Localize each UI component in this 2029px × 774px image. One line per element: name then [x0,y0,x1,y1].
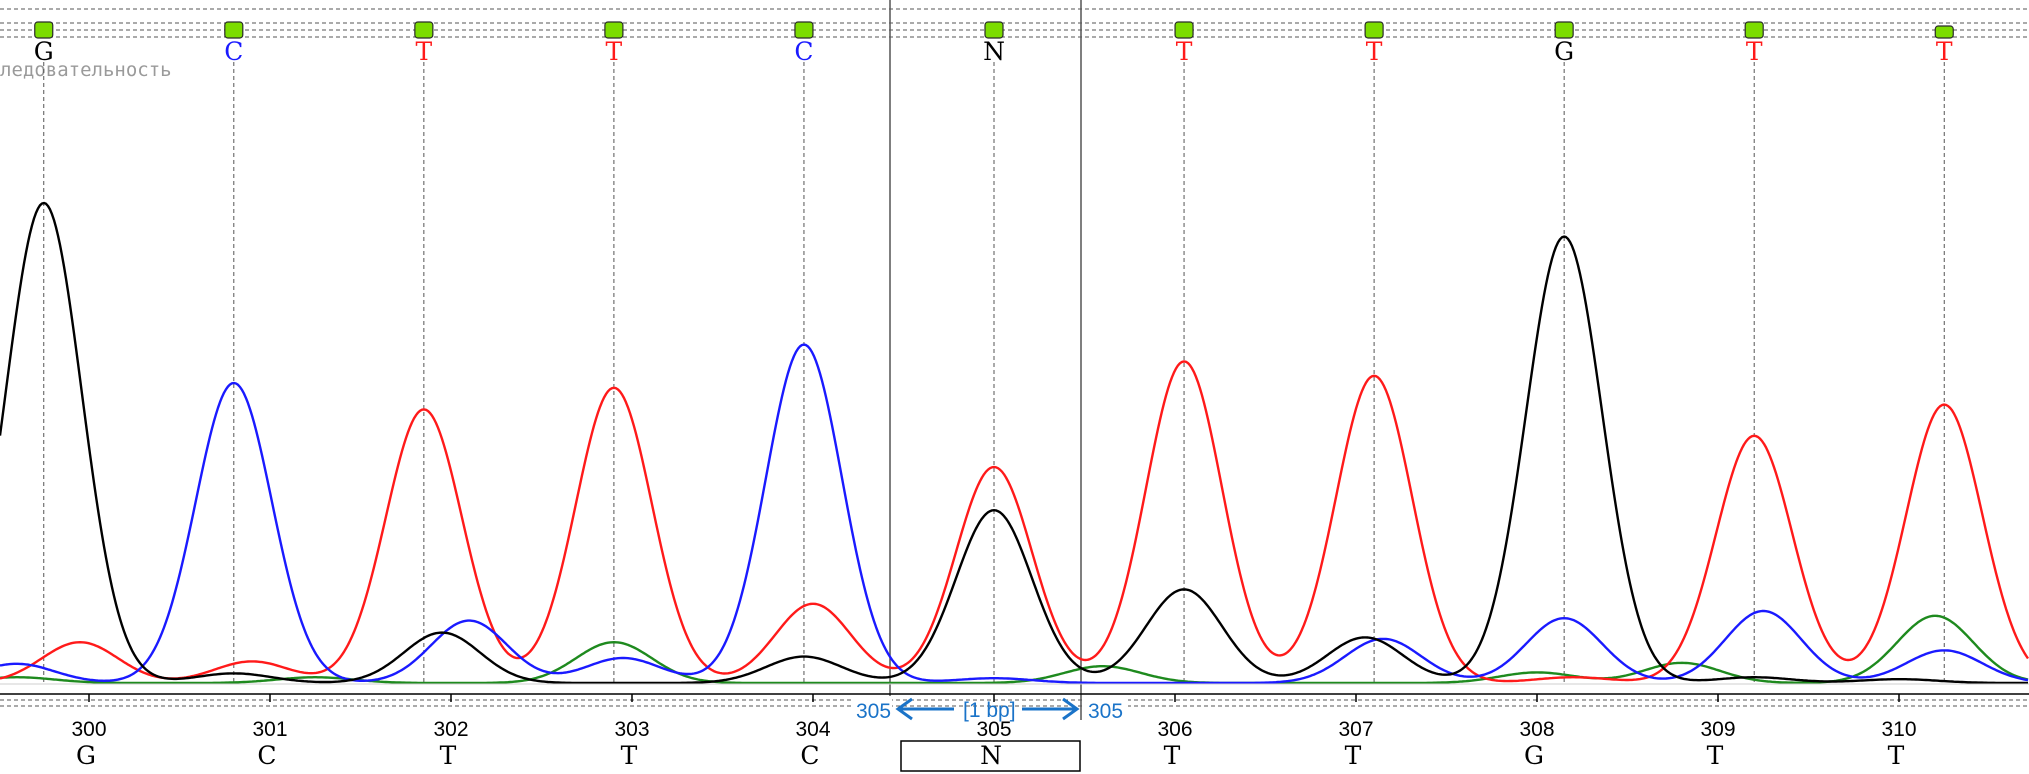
base-call-letter[interactable]: G [34,37,54,66]
reference-base-letter[interactable]: T [1707,741,1724,770]
trace-G [0,201,2028,685]
quality-marker-icon [224,21,244,39]
reference-base-letter[interactable]: T [1888,741,1905,770]
quality-marker-icon [1174,21,1194,39]
selection-region[interactable] [889,0,1082,720]
sequence-label: ледовательность [0,59,172,81]
position-label: 301 [252,718,287,741]
reference-base-box[interactable] [900,740,1081,772]
position-label: 303 [614,718,649,741]
base-call-letter[interactable]: C [224,37,243,66]
trace-A [0,614,2029,685]
quality-marker-icon [1364,21,1384,39]
base-call-letter[interactable]: T [1936,37,1953,66]
quality-marker-icon [1744,21,1764,39]
quality-marker-icon [34,21,54,39]
position-label: 309 [1700,718,1735,741]
base-call-letter[interactable]: T [1176,37,1193,66]
base-call-letter[interactable]: T [606,37,623,66]
trace-T [0,360,2029,683]
reference-base-letter[interactable]: G [76,741,96,770]
quality-markers [34,21,1954,39]
position-label: 307 [1338,718,1373,741]
selection-width-label: [1 bp] [963,699,1016,722]
base-call-letter[interactable]: T [1746,37,1763,66]
reference-base-letter[interactable]: T [440,741,457,770]
quality-marker-icon [414,21,434,39]
base-call-letter[interactable]: C [794,37,813,66]
reference-base-letter[interactable]: T [1164,741,1181,770]
trace-group [0,201,2029,685]
position-label: 305 [976,718,1011,741]
base-call-letter[interactable]: T [1366,37,1383,66]
base-call-letter[interactable]: G [1554,37,1574,66]
reference-base-letter[interactable]: C [800,741,819,770]
reference-base-letter[interactable]: T [1345,741,1362,770]
peak-guide-lines [43,62,1945,684]
quality-marker-icon [984,21,1004,39]
reference-base-letter[interactable]: G [1524,741,1544,770]
quality-marker-icon [1934,25,1954,39]
base-call-letter[interactable]: T [416,37,433,66]
selection-end-label: 305 [1088,700,1123,723]
reference-base-letter[interactable]: T [621,741,638,770]
position-label: 310 [1881,718,1916,741]
quality-marker-icon [794,21,814,39]
trace-C [0,343,2029,685]
position-label: 306 [1157,718,1192,741]
selection-indicator[interactable]: 305 305 [1 bp] [852,696,1128,724]
quality-marker-icon [604,21,624,39]
reference-base-letter[interactable]: C [257,741,276,770]
position-label: 302 [433,718,468,741]
position-axis: 300 301 302 303 304 305 306 307 308 309 310 [71,694,1917,741]
position-label: 300 [71,718,106,741]
position-label: 308 [1519,718,1554,741]
arrow-right-icon [1062,697,1080,721]
quality-marker-icon [1554,21,1574,39]
position-label: 304 [795,718,830,741]
arrow-left-icon [895,697,913,721]
base-call-letter[interactable]: N [983,37,1005,66]
top-guides [0,8,2029,38]
selection-start-label: 305 [856,700,891,723]
reference-base-letter[interactable]: N [980,741,1002,770]
